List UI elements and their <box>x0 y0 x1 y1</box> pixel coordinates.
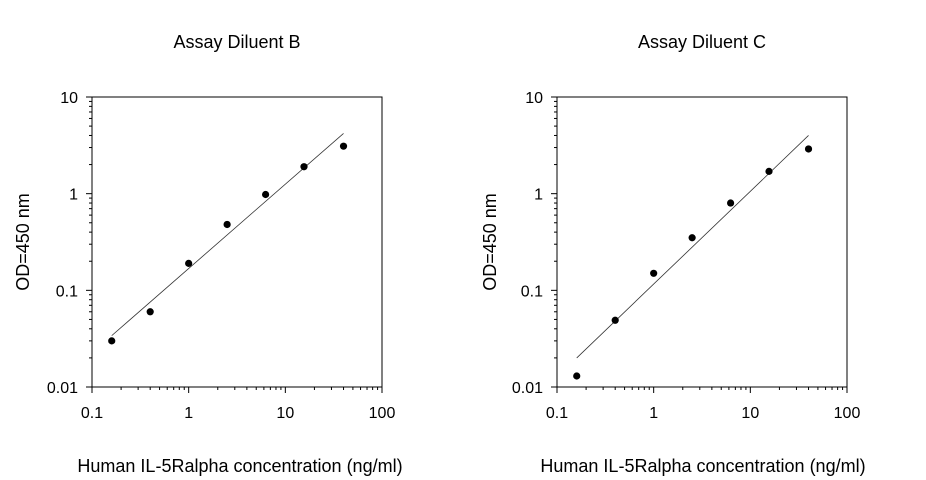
chart-panel-2: Assay Diluent C0.1 1 10 1000.010.1110Human … <box>480 32 866 476</box>
y-tick-label: 0.01 <box>47 380 78 397</box>
y-tick-label: 10 <box>60 90 78 107</box>
fit-line <box>111 133 344 336</box>
x-tick-label: 0.1 <box>81 405 103 422</box>
data-point <box>804 145 813 153</box>
data-point <box>573 372 581 380</box>
y-axis-label: OD=450 nm <box>13 193 33 291</box>
data-point <box>727 199 735 207</box>
y-tick-label: 0.1 <box>521 283 543 300</box>
y-tick-label: 10 <box>525 90 543 107</box>
data-point <box>146 308 154 316</box>
y-tick-label: 1 <box>534 187 543 204</box>
x-tick-label: 10 <box>276 405 294 422</box>
data-point <box>300 163 308 171</box>
y-tick-label: 0.01 <box>512 380 543 397</box>
x-tick-label: 1 <box>184 405 193 422</box>
data-point <box>611 316 619 324</box>
chart-title: Assay Diluent C <box>638 32 766 52</box>
plot-frame <box>556 96 848 388</box>
fit-line <box>576 135 809 359</box>
data-point <box>765 167 773 175</box>
y-tick-label: 0.1 <box>56 283 78 300</box>
data-point <box>108 337 116 345</box>
data-point <box>185 259 193 267</box>
x-tick-label: 100 <box>369 405 396 422</box>
y-tick-label: 1 <box>69 187 78 204</box>
x-axis-label: Human IL-5Ralpha concentration (ng/ml) <box>540 456 865 476</box>
plot-frame <box>91 96 383 388</box>
x-tick-label: 10 <box>741 405 759 422</box>
chart-panel-1: Assay Diluent B0.1 1 10 1000.010.1110Human … <box>13 32 403 476</box>
data-point <box>223 220 231 229</box>
x-tick-label: 1 <box>649 405 658 422</box>
x-tick-label: 100 <box>834 405 861 422</box>
y-axis-label: OD=450 nm <box>480 193 500 291</box>
data-point <box>688 234 696 242</box>
chart-title: Assay Diluent B <box>173 32 300 52</box>
x-axis-label: Human IL-5Ralpha concentration (ng/ml) <box>77 456 402 476</box>
data-point <box>650 269 658 277</box>
x-tick-label: 0.1 <box>546 405 568 422</box>
data-point <box>339 142 348 150</box>
data-point <box>262 190 270 199</box>
